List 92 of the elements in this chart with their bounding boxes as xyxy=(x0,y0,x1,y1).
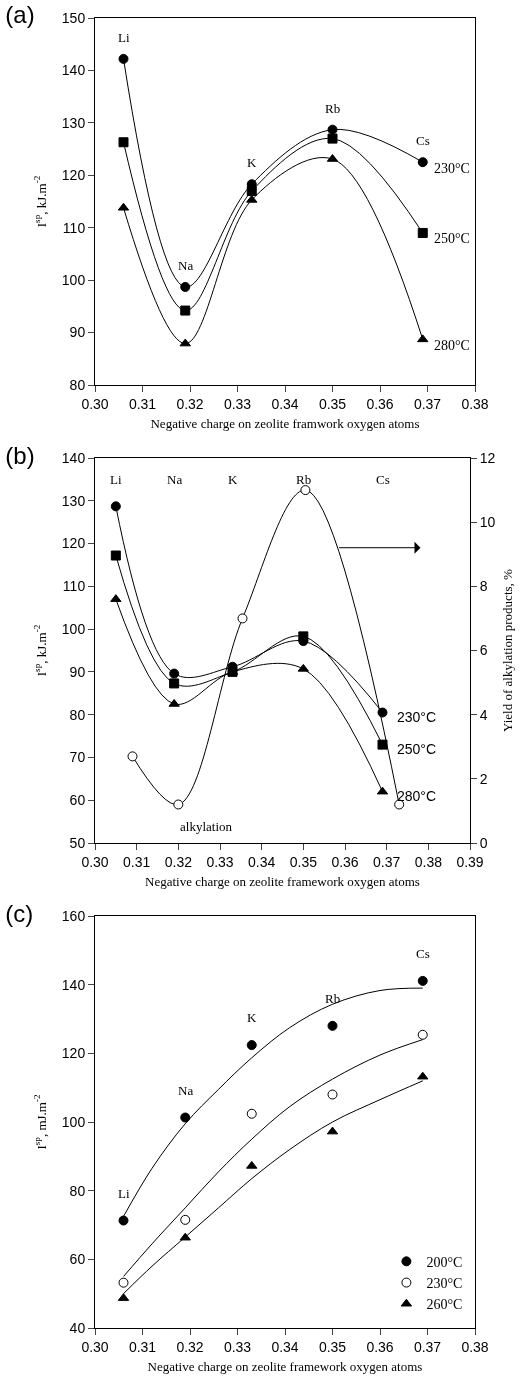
annotation: Li xyxy=(118,30,130,45)
annotation: K xyxy=(228,472,238,487)
y2-tick-label: 0 xyxy=(479,834,488,851)
annotation: Rb xyxy=(325,101,341,116)
y-tick-label: 60 xyxy=(69,792,86,809)
x-tick-label: 0.34 xyxy=(248,853,276,870)
x-axis-title: Negative charge on zeolite framwork oxygen atoms xyxy=(150,416,420,432)
legend-label: 260°C xyxy=(426,1297,463,1313)
y-tick-label: 110 xyxy=(62,219,86,236)
x-tick-label: 0.30 xyxy=(81,1338,109,1355)
x-tick-label: 0.34 xyxy=(271,1338,299,1355)
y-tick-label: 110 xyxy=(62,578,86,595)
y-tick-label: 50 xyxy=(69,834,86,851)
legend-label: 200°C xyxy=(426,1254,463,1270)
x-tick-label: 0.35 xyxy=(289,853,318,870)
annotation: Li xyxy=(110,472,122,487)
x-tick-label: 0.32 xyxy=(164,853,193,870)
x-tick-label: 0.35 xyxy=(318,395,347,412)
x-tick-label: 0.33 xyxy=(223,395,252,412)
x-tick-label: 0.30 xyxy=(81,853,109,870)
x-tick-label: 0.31 xyxy=(128,1338,157,1355)
x-tick-label: 0.38 xyxy=(461,395,489,412)
y-tick-label: 130 xyxy=(61,492,86,509)
x-tick-label: 0.30 xyxy=(81,395,109,412)
annotation: Rb xyxy=(325,991,341,1006)
y-tick-label: 130 xyxy=(61,114,86,131)
x-tick-label: 0.37 xyxy=(413,395,442,412)
x-tick-label: 0.31 xyxy=(128,395,157,412)
y-tick-label: 40 xyxy=(69,1319,86,1336)
x-tick-label: 0.32 xyxy=(176,395,204,412)
y-tick-label: 120 xyxy=(61,167,86,184)
y-tick-label: 150 xyxy=(61,9,86,26)
y2-axis-title: Yield of alkylation products, % xyxy=(500,568,516,732)
y2-tick-label: 10 xyxy=(479,514,496,531)
y-tick-label: 120 xyxy=(61,535,86,552)
x-tick-label: 0.32 xyxy=(176,1338,204,1355)
x-tick-label: 0.37 xyxy=(413,1338,442,1355)
y-tick-label: 90 xyxy=(69,663,86,680)
y-tick-label: 80 xyxy=(69,376,86,393)
y-tick-label: 160 xyxy=(61,907,86,924)
y-tick-label: 80 xyxy=(69,706,86,723)
y-tick-label: 70 xyxy=(69,749,86,766)
y-tick-label: 140 xyxy=(61,449,86,466)
x-tick-label: 0.33 xyxy=(223,1338,252,1355)
x-axis-title: Negative charge on zeolite framework oxygen atoms xyxy=(145,874,420,890)
series-label: 250°C xyxy=(434,231,470,246)
y-tick-label: 140 xyxy=(61,62,86,79)
annotation: Na xyxy=(178,258,194,273)
x-tick-label: 0.39 xyxy=(456,853,484,870)
y-tick-label: 60 xyxy=(69,1251,86,1268)
y2-tick-label: 4 xyxy=(479,706,488,723)
x-tick-label: 0.36 xyxy=(366,395,394,412)
series-label: 230°C xyxy=(397,709,437,725)
x-tick-label: 0.34 xyxy=(271,395,299,412)
y-tick-label: 100 xyxy=(61,1113,86,1130)
y-tick-label: 100 xyxy=(61,272,86,289)
annotation: K xyxy=(247,155,257,170)
y-tick-label: 120 xyxy=(61,1045,86,1062)
y-tick-label: 140 xyxy=(61,976,86,993)
y-tick-label: 100 xyxy=(61,621,86,638)
chart-title: (a) xyxy=(5,1,35,29)
y2-tick-label: 12 xyxy=(479,449,496,466)
x-axis-title: Negative charge on zeolite framework oxygen atoms xyxy=(147,1359,423,1375)
x-tick-label: 0.31 xyxy=(123,853,151,870)
series-label: 250°C xyxy=(397,741,437,757)
series-label: 230°C xyxy=(434,161,470,176)
annotation: Cs xyxy=(416,946,430,961)
chart-title: (c) xyxy=(5,900,34,928)
annotation: Cs xyxy=(416,133,430,148)
chart-title: (b) xyxy=(5,441,35,469)
annotation: Na xyxy=(167,472,183,487)
series-label: 280°C xyxy=(434,338,470,353)
annotation: alkylation xyxy=(180,819,233,834)
y2-tick-label: 8 xyxy=(479,578,488,595)
annotation: K xyxy=(247,1010,257,1025)
y2-tick-label: 6 xyxy=(479,642,488,659)
y-tick-label: 80 xyxy=(69,1182,86,1199)
x-tick-label: 0.35 xyxy=(318,1338,347,1355)
series-label: 280°C xyxy=(397,788,437,804)
annotation: Li xyxy=(118,1186,130,1201)
x-tick-label: 0.36 xyxy=(331,853,359,870)
annotation: Na xyxy=(178,1083,194,1098)
x-tick-label: 0.33 xyxy=(206,853,234,870)
y-tick-label: 90 xyxy=(69,324,86,341)
y2-tick-label: 2 xyxy=(479,770,488,787)
x-tick-label: 0.38 xyxy=(461,1338,489,1355)
x-tick-label: 0.38 xyxy=(414,853,443,870)
x-tick-label: 0.37 xyxy=(373,853,401,870)
annotation: Rb xyxy=(296,472,312,487)
x-tick-label: 0.36 xyxy=(366,1338,394,1355)
annotation: Cs xyxy=(376,472,390,487)
legend-label: 230°C xyxy=(426,1276,463,1292)
